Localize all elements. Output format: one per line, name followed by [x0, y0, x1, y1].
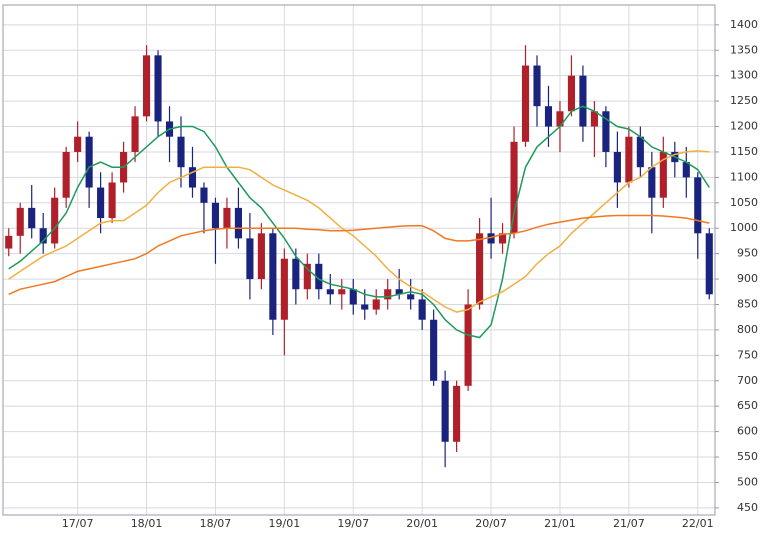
y-tick-label: 800	[737, 323, 758, 336]
y-tick-label: 850	[737, 297, 758, 310]
candle-body	[177, 136, 185, 168]
candle-body	[315, 263, 323, 290]
candle-body	[269, 233, 277, 320]
y-tick-label: 700	[737, 374, 758, 387]
candle-body	[430, 319, 438, 381]
candle-body	[453, 385, 461, 442]
y-tick-label: 750	[737, 348, 758, 361]
candle-body	[131, 116, 139, 152]
x-tick-label: 19/07	[337, 517, 369, 530]
candle-body	[338, 289, 346, 295]
candle-body	[200, 187, 208, 203]
candle-body	[16, 207, 24, 236]
candle-body	[567, 75, 576, 112]
candle-body	[682, 162, 690, 178]
candle-body	[659, 151, 667, 198]
candle-body	[28, 207, 36, 229]
y-tick-label: 1250	[730, 94, 758, 107]
candle-body	[5, 235, 13, 249]
x-tick-label: 20/01	[406, 517, 438, 530]
candle-body	[498, 233, 507, 244]
candle-body	[74, 136, 82, 152]
y-tick-label: 1000	[730, 221, 758, 234]
candle-body	[464, 304, 472, 386]
y-tick-label: 1400	[730, 18, 758, 31]
candle-body	[636, 136, 644, 168]
moving-average-line	[8, 214, 710, 295]
candle-body	[349, 289, 357, 305]
candle-body	[361, 304, 369, 310]
y-tick-label: 1100	[730, 170, 758, 183]
candle-body	[521, 65, 530, 142]
candle-body	[533, 65, 541, 107]
candle-body	[51, 197, 59, 244]
candle-body	[407, 294, 415, 300]
candle-body	[590, 111, 598, 127]
candle-body	[234, 207, 242, 239]
candle-body	[544, 106, 553, 127]
y-tick-label: 450	[737, 501, 758, 514]
candle-body	[85, 136, 93, 188]
moving-average-line	[8, 150, 710, 313]
candle-body	[694, 177, 702, 234]
y-tick-label: 900	[737, 272, 758, 285]
candle-body	[223, 207, 231, 229]
candle-body	[625, 136, 633, 183]
x-tick-label: 20/07	[475, 517, 507, 530]
candle-body	[705, 233, 713, 295]
candle-body	[395, 289, 403, 295]
candle-body	[211, 202, 220, 229]
candle-body	[188, 167, 197, 188]
x-tick-label: 19/01	[269, 517, 301, 530]
x-tick-label: 18/07	[200, 517, 232, 530]
x-tick-label: 17/07	[62, 517, 94, 530]
y-tick-label: 650	[737, 399, 758, 412]
candle-body	[326, 289, 334, 295]
candle-body	[97, 187, 105, 219]
candle-body	[142, 55, 151, 117]
candle-body	[257, 233, 265, 280]
y-tick-label: 1200	[730, 120, 758, 133]
candle-body	[487, 233, 495, 244]
x-tick-label: 22/01	[682, 517, 714, 530]
y-tick-label: 1050	[730, 196, 758, 209]
candle-body	[39, 228, 47, 244]
x-tick-label: 18/01	[131, 517, 163, 530]
moving-average-line	[8, 105, 710, 339]
candle-body	[602, 111, 610, 152]
plot-area	[5, 45, 713, 468]
candle-body	[613, 151, 621, 183]
candle-body	[246, 238, 254, 280]
candle-body	[292, 258, 300, 290]
candle-body	[372, 299, 380, 310]
y-tick-label: 950	[737, 247, 758, 260]
candle-body	[418, 299, 426, 320]
candle-body	[476, 233, 484, 305]
candle-body	[154, 55, 162, 122]
y-tick-label: 550	[737, 450, 758, 463]
candle-body	[62, 151, 70, 198]
candle-body	[579, 75, 587, 127]
y-tick-label: 1150	[730, 145, 758, 158]
candle-body	[280, 258, 288, 320]
y-tick-label: 1300	[730, 69, 758, 82]
candle-body	[441, 380, 449, 442]
candle-body	[303, 263, 311, 290]
grid	[3, 5, 715, 515]
x-tick-label: 21/07	[613, 517, 645, 530]
candle-body	[384, 289, 392, 300]
y-tick-label: 500	[737, 475, 758, 488]
candle-body	[510, 141, 518, 234]
y-tick-label: 600	[737, 425, 758, 438]
candle-body	[556, 111, 564, 127]
x-tick-label: 21/01	[544, 517, 576, 530]
candle-body	[108, 182, 116, 219]
y-tick-label: 1350	[730, 43, 758, 56]
candle-body	[648, 167, 656, 198]
plot-frame	[2, 4, 716, 516]
